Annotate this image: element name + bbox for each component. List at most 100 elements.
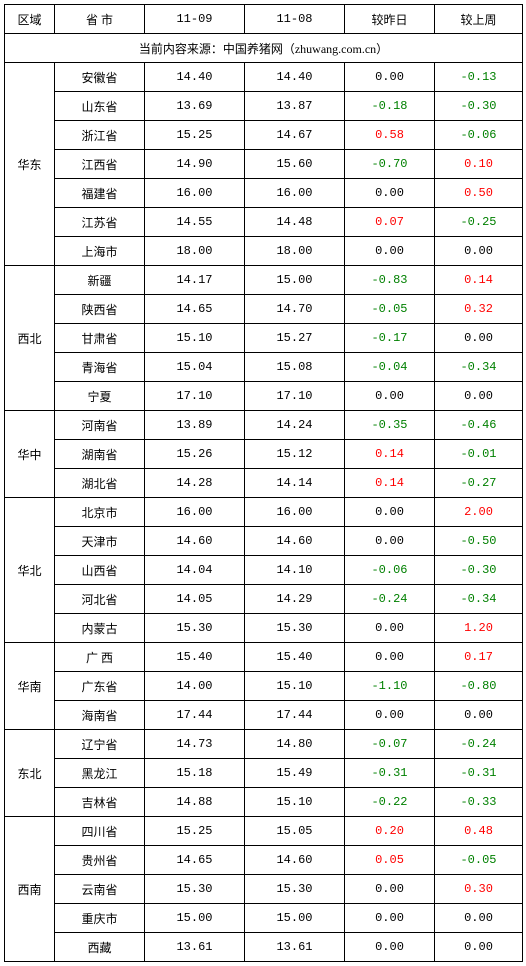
delta-day: 0.00 [345,614,435,643]
delta-week: -0.24 [435,730,523,759]
table-row: 河北省14.0514.29-0.24-0.34 [5,585,523,614]
value-date1: 17.10 [145,382,245,411]
table-row: 华东安徽省14.4014.400.00-0.13 [5,63,523,92]
value-date2: 14.10 [245,556,345,585]
value-date2: 13.61 [245,933,345,962]
region-cell: 华南 [5,643,55,730]
delta-week: -0.05 [435,846,523,875]
delta-week: 0.00 [435,324,523,353]
table-row: 广东省14.0015.10-1.10-0.80 [5,672,523,701]
value-date1: 15.30 [145,614,245,643]
delta-week: -0.27 [435,469,523,498]
hdr-date1: 11-09 [145,5,245,34]
region-cell: 西北 [5,266,55,411]
table-row: 宁夏17.1017.100.000.00 [5,382,523,411]
delta-week: 0.17 [435,643,523,672]
province-cell: 新疆 [55,266,145,295]
delta-week: -0.30 [435,92,523,121]
delta-day: 0.58 [345,121,435,150]
value-date2: 15.10 [245,788,345,817]
delta-week: -0.06 [435,121,523,150]
hdr-date2: 11-08 [245,5,345,34]
value-date1: 13.61 [145,933,245,962]
delta-week: 0.48 [435,817,523,846]
delta-day: 0.00 [345,63,435,92]
delta-week: 0.10 [435,150,523,179]
value-date1: 14.73 [145,730,245,759]
value-date2: 15.30 [245,875,345,904]
province-cell: 福建省 [55,179,145,208]
delta-day: 0.00 [345,179,435,208]
value-date2: 15.49 [245,759,345,788]
region-cell: 华北 [5,498,55,643]
value-date2: 15.00 [245,904,345,933]
header-row: 区域 省 市 11-09 11-08 较昨日 较上周 [5,5,523,34]
value-date2: 13.87 [245,92,345,121]
table-row: 西南四川省15.2515.050.200.48 [5,817,523,846]
delta-week: 0.14 [435,266,523,295]
value-date2: 15.12 [245,440,345,469]
table-row: 江苏省14.5514.480.07-0.25 [5,208,523,237]
value-date1: 14.55 [145,208,245,237]
value-date2: 15.40 [245,643,345,672]
delta-day: 0.00 [345,875,435,904]
table-body: 华东安徽省14.4014.400.00-0.13山东省13.6913.87-0.… [5,63,523,962]
value-date2: 15.27 [245,324,345,353]
value-date1: 14.05 [145,585,245,614]
delta-week: -0.01 [435,440,523,469]
hdr-province: 省 市 [55,5,145,34]
value-date2: 16.00 [245,498,345,527]
value-date2: 15.08 [245,353,345,382]
value-date2: 17.44 [245,701,345,730]
source-text: 当前内容来源：中国养猪网（zhuwang.com.cn） [5,34,523,63]
province-cell: 广 西 [55,643,145,672]
table-row: 云南省15.3015.300.000.30 [5,875,523,904]
delta-week: -0.34 [435,585,523,614]
delta-week: 0.00 [435,237,523,266]
delta-day: 0.00 [345,904,435,933]
value-date1: 14.17 [145,266,245,295]
value-date1: 14.40 [145,63,245,92]
value-date1: 15.25 [145,121,245,150]
value-date2: 14.40 [245,63,345,92]
table-row: 青海省15.0415.08-0.04-0.34 [5,353,523,382]
region-cell: 西南 [5,817,55,962]
delta-week: -0.80 [435,672,523,701]
table-row: 陕西省14.6514.70-0.050.32 [5,295,523,324]
delta-day: -0.17 [345,324,435,353]
table-row: 华北北京市16.0016.000.002.00 [5,498,523,527]
delta-day: 0.00 [345,382,435,411]
value-date1: 13.89 [145,411,245,440]
value-date2: 14.80 [245,730,345,759]
table-row: 东北辽宁省14.7314.80-0.07-0.24 [5,730,523,759]
table-row: 黑龙江15.1815.49-0.31-0.31 [5,759,523,788]
source-row: 当前内容来源：中国养猪网（zhuwang.com.cn） [5,34,523,63]
table-row: 湖北省14.2814.140.14-0.27 [5,469,523,498]
value-date2: 14.60 [245,846,345,875]
delta-week: 0.00 [435,904,523,933]
delta-week: -0.13 [435,63,523,92]
delta-day: -0.35 [345,411,435,440]
province-cell: 广东省 [55,672,145,701]
value-date2: 15.10 [245,672,345,701]
value-date2: 15.00 [245,266,345,295]
value-date1: 14.04 [145,556,245,585]
delta-day: 0.00 [345,237,435,266]
delta-week: 0.50 [435,179,523,208]
province-cell: 河南省 [55,411,145,440]
province-cell: 吉林省 [55,788,145,817]
table-row: 浙江省15.2514.670.58-0.06 [5,121,523,150]
province-cell: 河北省 [55,585,145,614]
value-date1: 15.04 [145,353,245,382]
province-cell: 湖北省 [55,469,145,498]
value-date1: 17.44 [145,701,245,730]
delta-day: 0.14 [345,469,435,498]
price-table: 区域 省 市 11-09 11-08 较昨日 较上周 当前内容来源：中国养猪网（… [4,4,523,962]
table-row: 贵州省14.6514.600.05-0.05 [5,846,523,875]
delta-week: -0.30 [435,556,523,585]
value-date1: 15.18 [145,759,245,788]
table-row: 重庆市15.0015.000.000.00 [5,904,523,933]
table-row: 天津市14.6014.600.00-0.50 [5,527,523,556]
province-cell: 江西省 [55,150,145,179]
delta-week: 0.30 [435,875,523,904]
